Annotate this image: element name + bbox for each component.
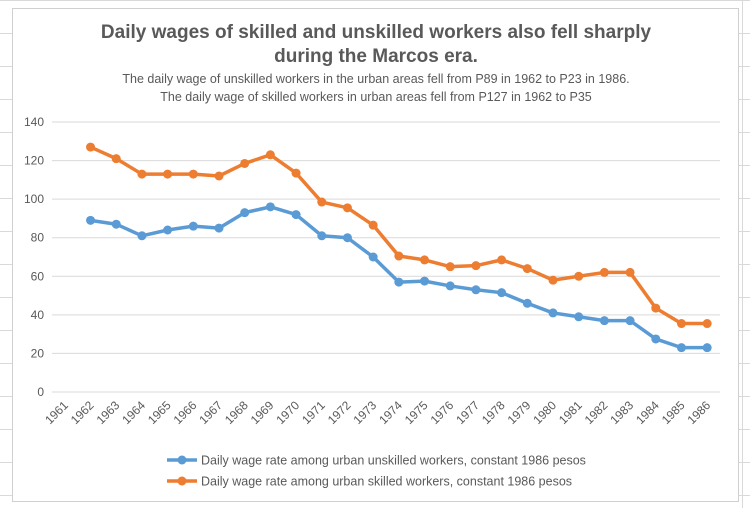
y-tick-label: 0 [37,385,44,399]
spreadsheet-gridline [742,0,743,508]
x-tick-label: 1971 [299,398,328,427]
x-tick-label: 1966 [171,398,200,427]
y-tick-label: 60 [31,269,45,283]
data-point [548,275,558,285]
data-point [86,215,96,225]
legend-label-0: Daily wage rate among urban unskilled wo… [201,454,586,468]
x-tick-label: 1982 [582,398,611,427]
data-point [394,251,404,261]
data-point [137,169,147,179]
x-tick-label: 1967 [196,398,225,427]
data-point [497,255,507,265]
data-point [368,220,378,230]
data-point [394,277,404,287]
x-tick-label: 1975 [402,398,431,427]
chart-title-line-1: Daily wages of skilled and unskilled wor… [101,22,652,43]
x-tick-label: 1972 [325,398,354,427]
data-point [574,271,584,281]
x-tick-label: 1983 [607,398,636,427]
chart-subtitle-line-2: The daily wage of skilled workers in urb… [160,90,592,104]
x-tick-label: 1986 [684,398,713,427]
y-tick-label: 80 [31,231,45,245]
x-tick-label: 1964 [119,398,148,427]
y-tick-label: 120 [24,154,44,168]
data-point [522,264,532,274]
data-point [163,169,173,179]
x-tick-label: 1980 [530,398,559,427]
data-point [86,142,96,152]
x-tick-label: 1976 [428,398,457,427]
data-point [445,262,455,272]
data-point [702,319,712,329]
x-tick-label: 1974 [376,398,405,427]
series-line-1 [89,145,708,326]
data-point [368,252,378,262]
data-point [111,219,121,229]
data-point [497,288,507,298]
legend-marker-1 [177,476,187,486]
chart-title-line-2: during the Marcos era. [274,46,478,67]
data-point [188,221,198,231]
data-point [240,158,250,168]
x-tick-label: 1978 [479,398,508,427]
x-tick-label: 1973 [350,398,379,427]
x-tick-label: 1962 [68,398,97,427]
x-tick-label: 1963 [94,398,123,427]
data-point [625,267,635,277]
data-point [240,208,250,218]
x-tick-label: 1961 [42,398,71,427]
data-point [317,197,327,207]
data-point [676,343,686,353]
data-point [676,319,686,329]
data-point [188,169,198,179]
x-tick-label: 1968 [222,398,251,427]
y-tick-label: 40 [31,308,45,322]
data-point [599,316,609,326]
x-tick-label: 1985 [659,398,688,427]
data-point [548,308,558,318]
data-point [574,312,584,322]
data-point [265,150,275,160]
data-point [651,334,661,344]
data-point [317,231,327,241]
data-point [342,233,352,243]
data-point [420,255,430,265]
data-point [342,203,352,213]
x-tick-label: 1984 [633,398,662,427]
data-point [265,202,275,212]
data-point [522,298,532,308]
data-point [420,276,430,286]
y-tick-label: 20 [31,346,45,360]
data-point [111,154,121,164]
data-point [137,231,147,241]
x-tick-label: 1979 [505,398,534,427]
data-point [445,281,455,291]
x-tick-label: 1977 [453,398,482,427]
data-point [471,285,481,295]
data-point [651,303,661,313]
legend-marker-0 [177,455,187,465]
y-tick-label: 140 [24,115,44,129]
data-point [291,168,301,178]
data-point [471,261,481,271]
legend-label-1: Daily wage rate among urban skilled work… [201,475,572,489]
x-tick-label: 1970 [273,398,302,427]
data-point [625,316,635,326]
y-tick-label: 100 [24,192,44,206]
series-line-0 [90,205,708,350]
data-point [702,343,712,353]
data-point [291,210,301,220]
data-point [214,223,224,233]
data-point [599,267,609,277]
data-point [214,171,224,181]
x-tick-label: 1969 [248,398,277,427]
chart-subtitle-line-1: The daily wage of unskilled workers in t… [122,72,629,86]
data-point [163,225,173,235]
x-tick-label: 1981 [556,398,585,427]
x-tick-label: 1965 [145,398,174,427]
